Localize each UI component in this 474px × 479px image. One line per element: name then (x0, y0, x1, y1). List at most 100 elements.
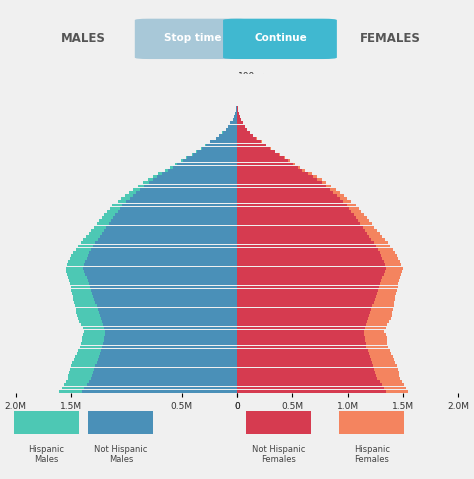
Bar (237, 361, 372, 364)
Bar (237, 184, 326, 187)
Bar (93, 371, 237, 374)
Bar (62, 387, 84, 389)
Bar (237, 267, 386, 270)
Bar (92, 292, 237, 295)
Bar (127, 200, 237, 203)
Bar (219, 134, 237, 137)
Bar (237, 273, 383, 276)
Bar (65, 267, 83, 270)
Bar (66, 270, 84, 273)
Bar (237, 383, 382, 386)
Bar (68, 276, 87, 279)
Bar (181, 160, 183, 162)
Bar (237, 367, 374, 370)
Bar (237, 169, 302, 171)
Text: MALES: MALES (61, 32, 106, 45)
Bar (376, 295, 395, 298)
Bar (129, 191, 137, 194)
Bar (367, 232, 380, 235)
Bar (237, 276, 383, 279)
Bar (237, 122, 243, 125)
Bar (120, 206, 237, 210)
Bar (237, 301, 374, 304)
Bar (377, 292, 396, 295)
Bar (237, 210, 351, 213)
FancyBboxPatch shape (223, 19, 337, 59)
Bar (237, 295, 376, 298)
Bar (374, 367, 398, 370)
Bar (298, 166, 300, 169)
Bar (73, 295, 93, 298)
Bar (367, 349, 390, 352)
Bar (67, 273, 85, 276)
Bar (302, 169, 305, 171)
Bar (380, 283, 399, 285)
Bar (94, 298, 237, 301)
Bar (237, 289, 378, 292)
Bar (98, 358, 237, 361)
Bar (81, 241, 95, 244)
Bar (153, 178, 237, 181)
Bar (94, 226, 107, 228)
Bar (377, 377, 400, 380)
Bar (99, 311, 237, 314)
Bar (237, 330, 364, 332)
Bar (237, 365, 373, 367)
Bar (69, 371, 93, 374)
Bar (372, 361, 395, 364)
Bar (237, 333, 364, 336)
Bar (103, 342, 237, 345)
Bar (366, 323, 387, 326)
Bar (230, 122, 237, 125)
Bar (371, 358, 394, 361)
Bar (107, 226, 237, 228)
Bar (376, 245, 390, 248)
Bar (237, 232, 367, 235)
Bar (173, 166, 237, 169)
Bar (237, 320, 367, 323)
Bar (237, 314, 369, 317)
Bar (168, 169, 237, 171)
Bar (365, 229, 377, 232)
Bar (89, 232, 102, 235)
Bar (191, 153, 193, 156)
Bar (118, 210, 237, 213)
Bar (81, 323, 103, 326)
Bar (84, 387, 237, 389)
Bar (93, 295, 237, 298)
Bar (237, 115, 239, 118)
Bar (237, 156, 284, 159)
Bar (85, 273, 237, 276)
Bar (372, 308, 393, 310)
Bar (234, 115, 237, 118)
Bar (105, 333, 237, 336)
Bar (365, 327, 386, 330)
Bar (351, 210, 361, 213)
Bar (374, 301, 394, 304)
Bar (95, 241, 237, 244)
Bar (84, 263, 237, 266)
Bar (105, 330, 237, 332)
Bar (138, 184, 144, 187)
Bar (148, 182, 237, 184)
Bar (237, 200, 343, 203)
Bar (378, 248, 392, 251)
Bar (104, 339, 237, 342)
Bar (92, 374, 237, 377)
Bar (74, 358, 98, 361)
Bar (237, 279, 381, 282)
Bar (228, 125, 237, 127)
Bar (83, 333, 105, 336)
Bar (237, 147, 270, 149)
Bar (102, 345, 237, 348)
Bar (237, 235, 369, 238)
Bar (384, 387, 406, 389)
Bar (317, 178, 321, 181)
Bar (383, 257, 398, 260)
Bar (112, 204, 122, 206)
Bar (313, 175, 317, 178)
Bar (237, 229, 365, 232)
Bar (237, 339, 365, 342)
Text: Hispanic
Females: Hispanic Females (354, 445, 390, 465)
Bar (226, 128, 237, 131)
